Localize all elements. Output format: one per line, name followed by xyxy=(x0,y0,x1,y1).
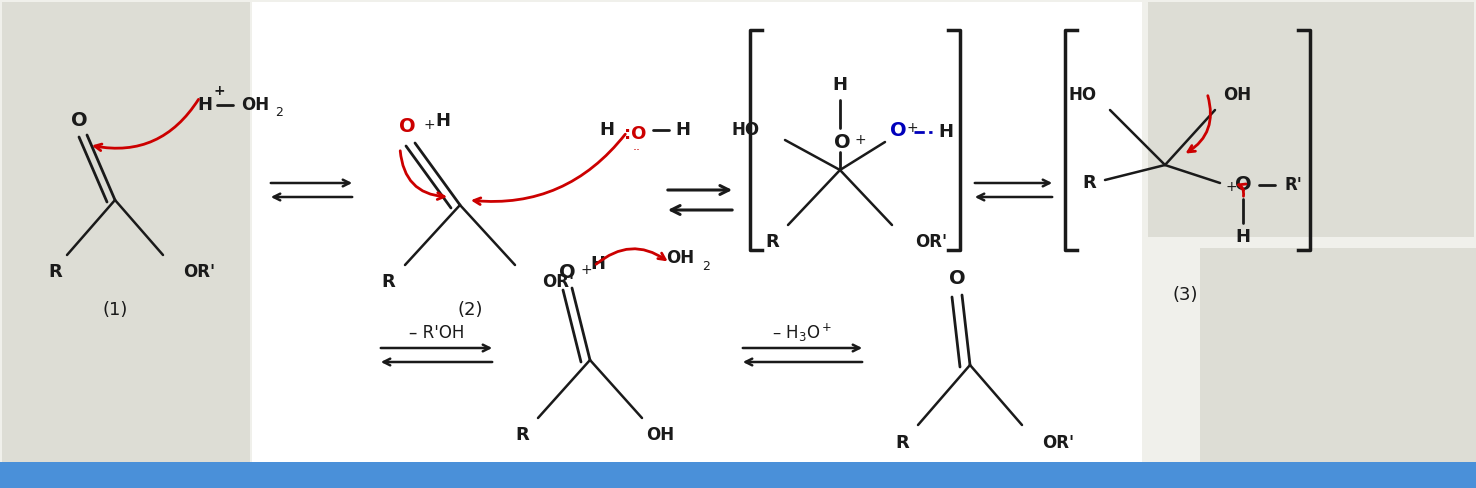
Text: HO: HO xyxy=(1069,86,1097,104)
Text: OR': OR' xyxy=(542,273,574,291)
Text: +: + xyxy=(855,133,866,147)
Text: OR': OR' xyxy=(183,263,215,281)
Text: O: O xyxy=(834,133,850,151)
Text: H: H xyxy=(590,255,605,273)
Text: O: O xyxy=(949,269,965,288)
Text: R: R xyxy=(765,233,779,251)
Bar xyxy=(1,255,249,483)
Text: ..: .. xyxy=(633,140,641,152)
Text: +: + xyxy=(213,84,224,98)
Text: +: + xyxy=(580,263,592,277)
Text: – H$_3$O$^+$: – H$_3$O$^+$ xyxy=(772,322,832,344)
Text: HO: HO xyxy=(732,121,760,139)
Text: O: O xyxy=(559,263,576,282)
Text: OR': OR' xyxy=(915,233,948,251)
Text: H: H xyxy=(832,76,847,94)
Text: H: H xyxy=(435,112,450,130)
Text: OH: OH xyxy=(646,426,675,444)
Text: O: O xyxy=(890,121,906,140)
Text: +: + xyxy=(906,121,918,135)
Text: H: H xyxy=(599,121,614,139)
Text: H: H xyxy=(1235,228,1250,246)
Text: 2: 2 xyxy=(275,106,283,120)
Bar xyxy=(1148,2,1475,237)
Bar xyxy=(252,2,1142,462)
Text: (1): (1) xyxy=(102,301,128,319)
Text: OH: OH xyxy=(1224,86,1252,104)
Text: (2): (2) xyxy=(458,301,483,319)
Text: – R'OH: – R'OH xyxy=(409,324,465,342)
Text: R: R xyxy=(381,273,396,291)
Text: (4): (4) xyxy=(577,466,602,484)
Text: +: + xyxy=(1225,180,1237,194)
Text: R: R xyxy=(894,434,909,452)
Text: R: R xyxy=(49,263,62,281)
Text: 2: 2 xyxy=(703,260,710,272)
Bar xyxy=(0,462,1476,488)
Text: H: H xyxy=(939,123,953,141)
Text: OR': OR' xyxy=(1042,434,1075,452)
Text: H: H xyxy=(198,96,213,114)
Text: O: O xyxy=(71,110,87,129)
Text: (3): (3) xyxy=(1172,286,1197,304)
Bar xyxy=(1200,248,1476,468)
Text: R': R' xyxy=(1284,176,1302,194)
Text: R: R xyxy=(1082,174,1095,192)
Text: :O: :O xyxy=(624,125,646,143)
Text: O: O xyxy=(1235,176,1252,195)
Text: R: R xyxy=(515,426,528,444)
Bar xyxy=(1,2,249,462)
Text: OH: OH xyxy=(666,249,694,267)
Text: O: O xyxy=(399,118,415,137)
Text: H: H xyxy=(676,121,691,139)
Text: +: + xyxy=(424,118,435,132)
Text: OH: OH xyxy=(241,96,269,114)
